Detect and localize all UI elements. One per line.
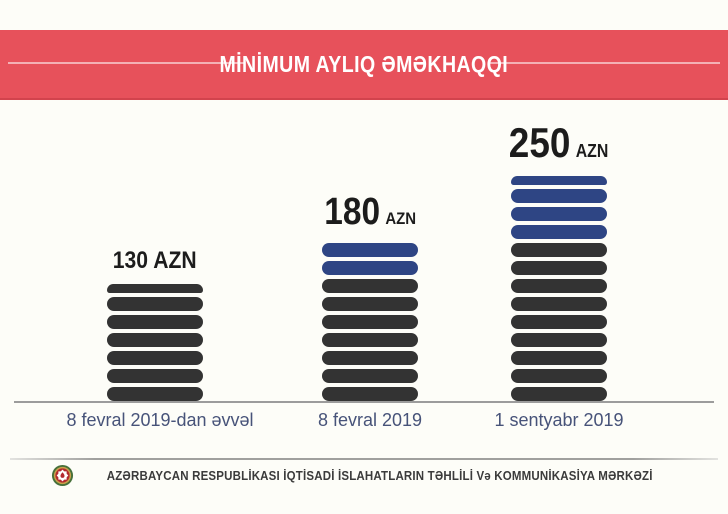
title-banner: MİNİMUM AYLIQ ƏMƏKHAQQI: [0, 30, 728, 100]
coin-pill-blue: [511, 176, 607, 185]
coin-pill-dark: [322, 387, 418, 401]
coin-pill-dark: [107, 387, 203, 401]
bar-130-azn: 130 AZN: [107, 247, 203, 401]
coin-pill-dark: [107, 351, 203, 365]
axis-label-1-sep-2019: 1 sentyabr 2019: [494, 410, 624, 430]
coin-pill-blue: [511, 207, 607, 221]
coin-pill-blue: [322, 243, 418, 257]
footer-organization-name: AZƏRBAYCAN RESPUBLİKASI İQTİSADİ İSLAHAT…: [107, 468, 653, 483]
banner-decorative-line-right: [490, 62, 720, 64]
bar-value-number: 250: [509, 119, 571, 166]
coin-stack-130: [107, 284, 203, 401]
coin-pill-dark: [511, 261, 607, 275]
coin-pill-dark: [511, 297, 607, 311]
coin-pill-blue: [511, 225, 607, 239]
coin-pill-blue: [511, 189, 607, 203]
coin-pill-dark: [107, 315, 203, 329]
footer: AZƏRBAYCAN RESPUBLİKASI İQTİSADİ İSLAHAT…: [0, 464, 728, 487]
axis-label-before-8-feb-2019: 8 fevral 2019-dan əvvəl: [66, 410, 254, 430]
coin-pill-dark: [511, 243, 607, 257]
bar-value-unit: AZN: [153, 247, 197, 274]
bar-180-azn: 180 AZN: [322, 191, 418, 401]
coin-pill-dark: [511, 351, 607, 365]
coin-pill-dark: [107, 333, 203, 347]
banner-decorative-line-left: [8, 62, 245, 64]
coin-pill-dark: [511, 369, 607, 383]
coin-stack-250: [511, 176, 607, 401]
coin-pill-dark: [511, 387, 607, 401]
azerbaijan-state-emblem-icon: [51, 464, 74, 487]
coin-pill-dark: [511, 315, 607, 329]
bar-value-number: 180: [324, 191, 380, 233]
page-title-text: MİNİMUM AYLIQ ƏMƏKHAQQI: [219, 50, 509, 77]
coin-pill-dark: [107, 369, 203, 383]
bar-value-unit: AZN: [385, 209, 416, 228]
coin-pill-dark: [511, 279, 607, 293]
coin-pill-dark: [322, 351, 418, 365]
bar-value-label: 130 AZN: [113, 247, 197, 275]
page-title: MİNİMUM AYLIQ ƏMƏKHAQQI: [0, 30, 728, 98]
coin-pill-dark: [322, 279, 418, 293]
coin-pill-dark: [107, 297, 203, 311]
footer-divider: [10, 458, 718, 460]
bar-value-label: 250 AZN: [509, 119, 609, 167]
bar-value-number: 130: [113, 247, 149, 274]
axis-label-8-feb-2019: 8 fevral 2019: [317, 410, 423, 430]
coin-pill-dark: [511, 333, 607, 347]
bar-value-unit: AZN: [576, 141, 609, 161]
coin-stack-180: [322, 243, 418, 401]
coin-pill-dark: [322, 297, 418, 311]
coin-pill-blue: [322, 261, 418, 275]
coin-pill-dark: [107, 284, 203, 293]
chart-baseline: [14, 401, 714, 403]
bar-value-label: 180 AZN: [324, 191, 416, 234]
coin-pill-dark: [322, 333, 418, 347]
bar-250-azn: 250 AZN: [509, 119, 609, 401]
coin-pill-dark: [322, 369, 418, 383]
coin-pill-dark: [322, 315, 418, 329]
